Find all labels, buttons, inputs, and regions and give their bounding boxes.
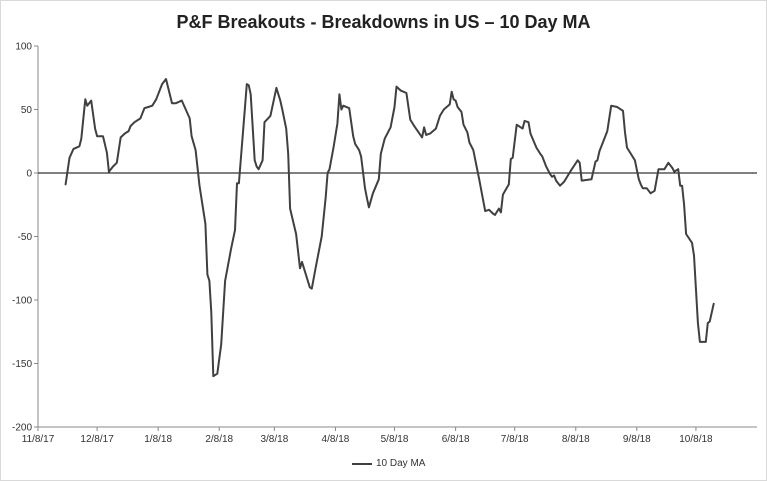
x-tick-label: 2/8/18 bbox=[205, 434, 233, 445]
y-tick-label: 100 bbox=[15, 42, 32, 53]
x-tick-label: 11/8/17 bbox=[22, 434, 55, 445]
x-tick-label: 10/8/18 bbox=[679, 434, 713, 445]
y-tick-label: 0 bbox=[26, 169, 32, 180]
y-tick-label: 50 bbox=[21, 105, 33, 116]
series-group bbox=[64, 78, 715, 378]
x-tick-label: 1/8/18 bbox=[144, 434, 172, 445]
series-line-10-day-ma bbox=[64, 78, 715, 378]
x-tick-label: 12/8/17 bbox=[80, 434, 114, 445]
y-tick-labels: 100 50 0 -50 -100 -150 -200 bbox=[12, 42, 32, 434]
legend-swatch bbox=[352, 462, 372, 465]
y-tick-label: -50 bbox=[18, 232, 33, 243]
x-tick-label: 7/8/18 bbox=[501, 434, 529, 445]
x-tick-label: 9/8/18 bbox=[623, 434, 651, 445]
x-tick-label: 8/8/18 bbox=[562, 434, 590, 445]
legend: 10 Day MA bbox=[352, 458, 425, 469]
chart-title: P&F Breakouts - Breakdowns in US – 10 Da… bbox=[176, 12, 591, 32]
x-tick-label: 6/8/18 bbox=[442, 434, 470, 445]
y-tick-label: -150 bbox=[12, 359, 32, 370]
legend-label: 10 Day MA bbox=[376, 458, 426, 469]
y-tick-label: -100 bbox=[12, 296, 32, 307]
x-tick-label: 3/8/18 bbox=[260, 434, 288, 445]
y-tick-label: -200 bbox=[12, 423, 32, 434]
x-tick-label: 4/8/18 bbox=[322, 434, 350, 445]
x-tick-label: 5/8/18 bbox=[381, 434, 409, 445]
x-tick-labels: 11/8/17 12/8/17 1/8/18 2/8/18 3/8/18 4/8/18 5/… bbox=[22, 434, 713, 445]
